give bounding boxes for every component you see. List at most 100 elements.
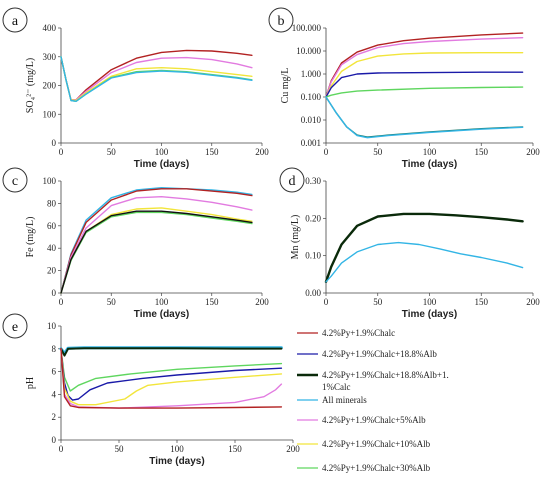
x-axis-label: Time (days) xyxy=(134,309,189,320)
x-tick-label: 150 xyxy=(475,147,489,157)
y-tick-label: 0.30 xyxy=(305,176,321,186)
legend-item: 4.2%Py+1.9%Chalc+10%Alb xyxy=(297,439,431,449)
y-tick-label: 0.001 xyxy=(301,138,321,148)
x-axis-label: Time (days) xyxy=(149,456,204,467)
legend-item: 4.2%Py+1.9%Chalc+18.8%Alb xyxy=(297,349,437,359)
legend-label: 4.2%Py+1.9%Chalc+10%Alb xyxy=(322,439,431,449)
series-line-2 xyxy=(60,347,283,357)
series-line-3 xyxy=(325,52,524,98)
series-line-4 xyxy=(60,348,283,401)
legend-label: All minerals xyxy=(322,395,367,405)
panel-b: 0 50 100 150 200 0.001 0.010 0.100 1.000 10.000 10… xyxy=(268,7,540,170)
x-tick-label: 50 xyxy=(115,444,125,454)
series-line-3 xyxy=(60,348,283,392)
series-line-2 xyxy=(60,56,253,101)
y-tick-label: 4 xyxy=(52,389,57,399)
legend-label: 4.2%Py+1.9%Chalc+18.8%Alb+1. xyxy=(322,370,449,380)
x-tick-label: 150 xyxy=(205,297,219,307)
x-tick-label: 200 xyxy=(255,147,269,157)
y-tick-label: 0.20 xyxy=(305,213,321,223)
legend-item: 4.2%Py+1.9%Chalc+5%Alb xyxy=(297,415,426,425)
panel-badge-label: e xyxy=(12,320,18,335)
x-tick-label: 0 xyxy=(324,147,329,157)
series-line-3 xyxy=(60,56,253,102)
legend-item: 4.2%Py+1.9%Chalc xyxy=(297,328,395,338)
y-tick-label: 80 xyxy=(47,198,57,208)
y-tick-label: 0.10 xyxy=(305,251,321,261)
legend-item: 4.2%Py+1.9%Chalc+18.8%Alb+1. 1%Calc xyxy=(297,370,449,392)
legend-item: 4.2%Py+1.9%Chalc+30%Alb xyxy=(297,463,431,473)
series-line-1 xyxy=(60,187,253,294)
panel-c: 0 50 100 150 200 0 20 40 60 80 100 Time (days) Fe (m… xyxy=(2,167,269,320)
series-line-2 xyxy=(60,188,253,294)
y-tick-label: 20 xyxy=(47,266,57,276)
y-tick-label: 8 xyxy=(52,344,57,354)
series-line-6 xyxy=(60,348,283,409)
panel-d: 0 50 100 150 200 0.00 0.10 0.20 0.30 Time (days) M… xyxy=(279,167,540,320)
panel-a: 0 50 100 150 200 0 100 200 300 400 Time (days) SO₄²… xyxy=(2,7,269,170)
x-tick-label: 50 xyxy=(107,147,117,157)
y-tick-label: 60 xyxy=(47,221,57,231)
y-tick-label: 10.000 xyxy=(296,46,321,56)
y-tick-label: 100.000 xyxy=(292,23,322,33)
series-line-2 xyxy=(325,241,524,283)
x-tick-label: 150 xyxy=(475,297,489,307)
x-axis-label: Time (days) xyxy=(402,309,457,320)
panel-badge-label: b xyxy=(278,14,285,29)
y-tick-label: 40 xyxy=(47,243,57,253)
x-tick-label: 0 xyxy=(59,297,64,307)
series-line-6 xyxy=(60,210,253,294)
panel-badge xyxy=(2,167,28,193)
x-axis-label: Time (days) xyxy=(402,159,457,170)
x-tick-label: 200 xyxy=(526,147,540,157)
x-tick-label: 100 xyxy=(170,444,184,454)
x-axis-label: Time (days) xyxy=(134,159,189,170)
legend: 4.2%Py+1.9%Chalc 4.2%Py+1.9%Chalc+18.8%Al… xyxy=(297,328,449,473)
legend-label: 4.2%Py+1.9%Chalc xyxy=(322,328,395,338)
series-line-5 xyxy=(60,348,283,406)
series-line-5 xyxy=(60,56,253,102)
panel-badge-label: c xyxy=(12,174,18,189)
series-line-4 xyxy=(325,71,524,98)
x-tick-label: 200 xyxy=(255,297,269,307)
x-tick-label: 150 xyxy=(228,444,242,454)
x-tick-label: 200 xyxy=(286,444,300,454)
panel-e: 0 50 100 150 200 0 2 4 6 8 10 Time (days) pH e xyxy=(2,313,300,467)
series-line-7 xyxy=(325,96,524,139)
y-tick-label: 400 xyxy=(43,23,57,33)
panel-badge xyxy=(2,7,28,33)
y-tick-label: 300 xyxy=(43,52,57,62)
series-line-1 xyxy=(324,212,524,283)
y-tick-label: 0.010 xyxy=(301,115,322,125)
y-tick-label: 10 xyxy=(47,321,57,331)
series-line-6 xyxy=(325,96,524,138)
x-tick-label: 50 xyxy=(373,297,383,307)
series-line-4 xyxy=(60,56,253,102)
series-line-7 xyxy=(60,348,283,409)
x-tick-label: 50 xyxy=(107,297,117,307)
y-tick-label: 2 xyxy=(52,412,57,422)
y-tick-label: 200 xyxy=(43,81,57,91)
x-tick-label: 100 xyxy=(155,297,169,307)
panel-badge xyxy=(268,7,294,33)
x-tick-label: 150 xyxy=(205,147,219,157)
panel-badge xyxy=(2,313,28,339)
x-tick-label: 100 xyxy=(423,297,437,307)
x-tick-label: 0 xyxy=(59,444,64,454)
y-tick-label: 0 xyxy=(52,288,57,298)
y-axis-label: SO₄²⁻ (mg/L) xyxy=(25,58,36,113)
y-tick-label: 0.00 xyxy=(305,288,321,298)
y-axis-label: Fe (mg/L) xyxy=(25,217,36,258)
x-tick-label: 50 xyxy=(373,147,383,157)
y-tick-label: 6 xyxy=(52,367,57,377)
y-tick-label: 100 xyxy=(43,176,57,186)
x-tick-label: 100 xyxy=(155,147,169,157)
panel-badge xyxy=(279,167,305,193)
x-tick-label: 0 xyxy=(59,147,64,157)
series-line-3 xyxy=(60,196,253,294)
series-line-4 xyxy=(60,207,253,294)
panel-badge-label: d xyxy=(289,174,296,189)
y-axis-label: Mn (mg/L) xyxy=(290,215,301,260)
series-line-5 xyxy=(325,86,524,98)
